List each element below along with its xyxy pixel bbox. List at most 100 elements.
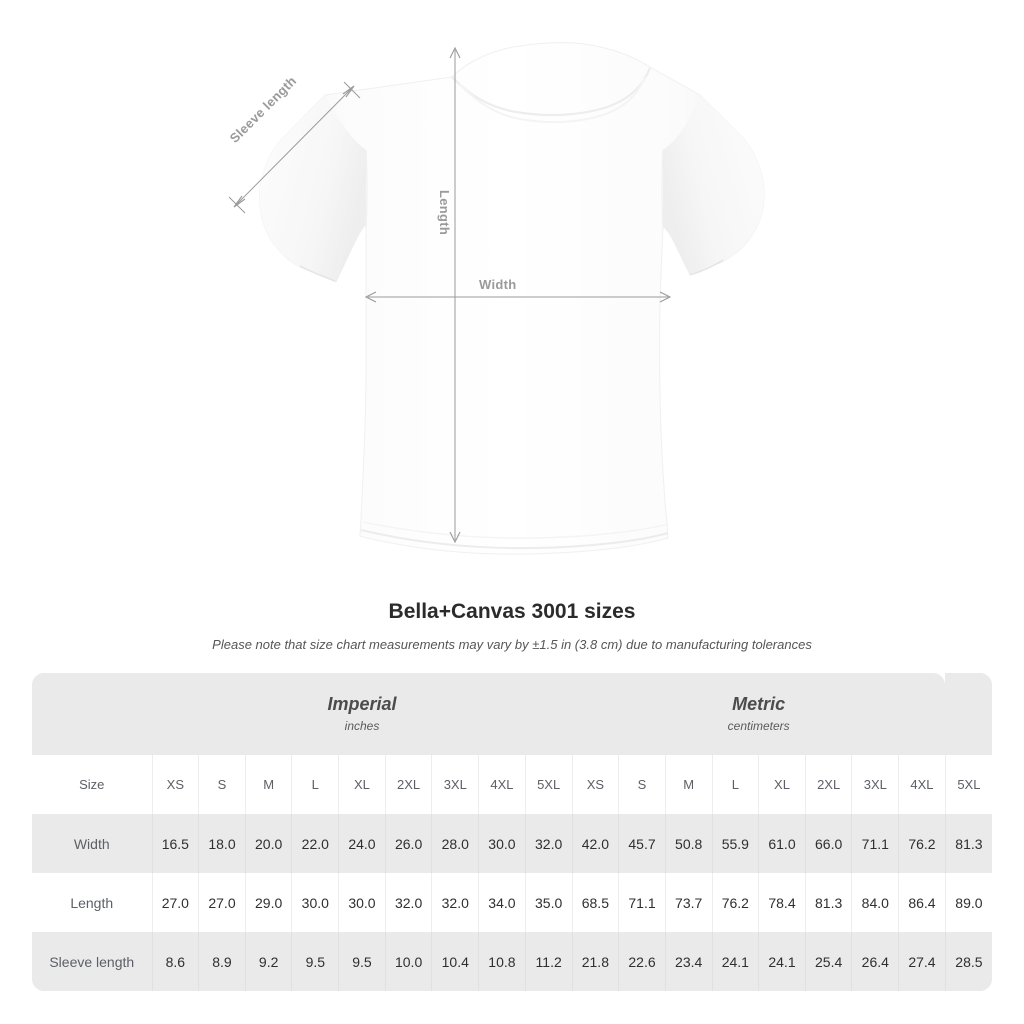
unit-group-metric: Metric centimeters xyxy=(572,673,946,755)
width-arrowhead-left xyxy=(364,291,377,303)
measurement-value: 26.0 xyxy=(384,814,432,873)
measurement-value: 30.0 xyxy=(478,814,526,873)
size-header-cell: S xyxy=(198,755,246,814)
measurement-value: 8.6 xyxy=(151,932,199,991)
measurement-value: 18.0 xyxy=(198,814,246,873)
size-header-cell: 4XL xyxy=(478,755,526,814)
bottom-hem-stitch xyxy=(362,521,669,539)
left-sleeve xyxy=(259,95,366,282)
measurement-label: Length xyxy=(32,873,152,932)
measurement-value: 30.0 xyxy=(338,873,386,932)
collar-inner xyxy=(458,75,646,124)
length-arrowhead-top xyxy=(449,46,461,59)
size-chart-container: Imperial inches Metric centimeters Size XS S M L… xyxy=(32,673,992,991)
measurement-value: 78.4 xyxy=(758,873,806,932)
measurement-value: 16.5 xyxy=(151,814,199,873)
size-header-label: Size xyxy=(32,755,152,814)
size-header-cell: 2XL xyxy=(804,755,852,814)
title-block: Bella+Canvas 3001 sizes Please note that… xyxy=(0,598,1024,653)
unit-group-row: Imperial inches Metric centimeters xyxy=(32,673,992,755)
measurement-value: 9.2 xyxy=(244,932,292,991)
measurement-value: 11.2 xyxy=(524,932,573,991)
dimension-lines xyxy=(228,46,672,544)
size-header-cell: XS xyxy=(571,755,619,814)
left-armhole-seam xyxy=(365,149,368,229)
sleeve-line xyxy=(236,88,352,205)
measurement-value: 86.4 xyxy=(898,873,946,932)
measurement-value: 76.2 xyxy=(711,873,759,932)
size-header-cell: 5XL xyxy=(944,755,992,814)
measurement-value: 10.4 xyxy=(431,932,479,991)
measurement-value: 71.1 xyxy=(851,814,899,873)
bottom-hem xyxy=(360,529,669,550)
size-header-cell: XL xyxy=(758,755,806,814)
unit-group-subtitle: centimeters xyxy=(727,719,790,733)
measurement-value: 45.7 xyxy=(618,814,666,873)
measurement-value: 20.0 xyxy=(244,814,292,873)
measurement-value: 8.9 xyxy=(198,932,246,991)
measurement-value: 23.4 xyxy=(664,932,712,991)
sleeve-arrowhead-bottom xyxy=(233,195,246,208)
size-header-cell: S xyxy=(618,755,666,814)
collar-outer xyxy=(451,67,652,117)
size-header-cell: 2XL xyxy=(384,755,432,814)
measurement-value: 89.0 xyxy=(944,873,992,932)
measurement-value: 81.3 xyxy=(804,873,852,932)
measurement-value: 32.0 xyxy=(524,814,573,873)
measurement-value: 32.0 xyxy=(431,873,479,932)
size-header-row: Size XS S M L XL 2XL 3XL 4XL 5XL XS S M L XL 2XL 3XL 4XL 5… xyxy=(32,755,992,814)
size-header-cell: XL xyxy=(338,755,386,814)
measurement-value: 27.4 xyxy=(898,932,946,991)
measurement-value: 25.4 xyxy=(804,932,852,991)
measurement-value: 10.8 xyxy=(478,932,526,991)
measurement-value: 35.0 xyxy=(524,873,573,932)
size-header-cell: 4XL xyxy=(898,755,946,814)
size-header-cell: 5XL xyxy=(524,755,573,814)
measurement-value: 29.0 xyxy=(244,873,292,932)
garment-illustration: Sleeve length Length Width xyxy=(227,42,765,555)
measurement-value: 28.0 xyxy=(431,814,479,873)
unit-group-name: Imperial xyxy=(327,694,397,714)
measurement-value: 32.0 xyxy=(384,873,432,932)
measurement-value: 68.5 xyxy=(571,873,619,932)
left-sleeve-hem xyxy=(299,265,336,282)
measurement-value: 42.0 xyxy=(571,814,619,873)
length-label: Length xyxy=(437,190,452,236)
size-header-cell: XS xyxy=(151,755,199,814)
sleeve-tick-top xyxy=(343,81,361,99)
table-row: Length 27.0 27.0 29.0 30.0 30.0 32.0 32.0 34.0 35… xyxy=(32,873,992,932)
measurement-label: Sleeve length xyxy=(32,932,152,991)
measurement-value: 9.5 xyxy=(338,932,386,991)
measurement-value: 10.0 xyxy=(384,932,432,991)
unit-group-imperial: Imperial inches xyxy=(152,673,573,755)
right-armhole-seam xyxy=(661,149,664,229)
page-title: Bella+Canvas 3001 sizes xyxy=(388,600,636,623)
width-arrowhead-right xyxy=(659,291,672,303)
measurement-value: 71.1 xyxy=(618,873,666,932)
measurement-value: 21.8 xyxy=(571,932,619,991)
measurement-value: 81.3 xyxy=(944,814,992,873)
measurement-label: Width xyxy=(32,814,152,873)
size-header-cell: 3XL xyxy=(851,755,899,814)
size-header-cell: L xyxy=(711,755,759,814)
measurement-value: 9.5 xyxy=(291,932,339,991)
unit-group-subtitle: inches xyxy=(344,719,380,733)
size-header-cell: 3XL xyxy=(431,755,479,814)
measurement-value: 61.0 xyxy=(758,814,806,873)
measurement-value: 27.0 xyxy=(151,873,199,932)
measurement-value: 27.0 xyxy=(198,873,246,932)
right-sleeve xyxy=(663,95,765,275)
measurement-value: 30.0 xyxy=(291,873,339,932)
sleeve-tick-bottom xyxy=(228,196,246,214)
measurement-value: 22.6 xyxy=(618,932,666,991)
size-header-cell: M xyxy=(244,755,292,814)
size-header-cell: L xyxy=(291,755,339,814)
measurement-value: 28.5 xyxy=(944,932,992,991)
unit-row-corner-right xyxy=(945,673,992,755)
width-label: Width xyxy=(479,277,517,292)
measurement-value: 22.0 xyxy=(291,814,339,873)
unit-group-name: Metric xyxy=(732,694,786,714)
length-arrowhead-bottom xyxy=(449,531,461,544)
measurement-value: 50.8 xyxy=(664,814,712,873)
table-row: Width 16.5 18.0 20.0 22.0 24.0 26.0 28.0 30.0 32.… xyxy=(32,814,992,873)
